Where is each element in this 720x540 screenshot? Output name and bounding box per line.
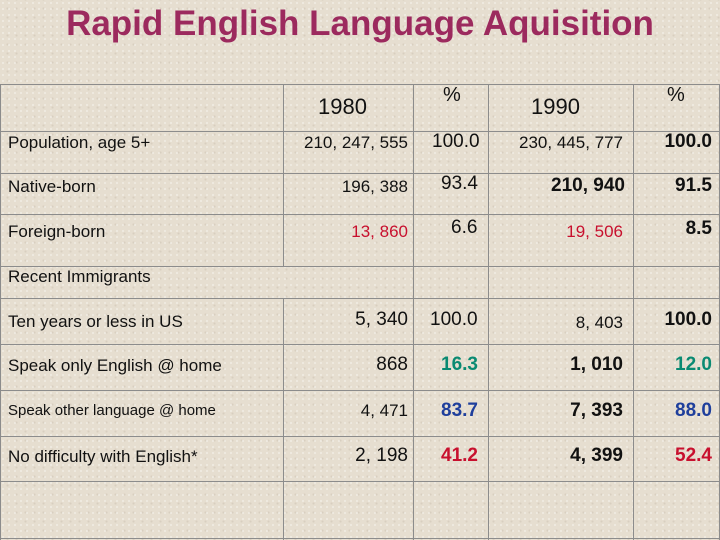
percent-1980-ten-years: 100.0 <box>430 309 478 330</box>
value-1990-foreign-born: 19, 506 <box>566 222 623 241</box>
header-1990: 1990 <box>531 94 580 119</box>
percent-1980-foreign-born: 6.6 <box>451 217 478 238</box>
value-1990-speak-only-english: 1, 010 <box>570 354 623 375</box>
value-1990-population: 230, 445, 777 <box>519 133 623 152</box>
value-1990-native-born: 210, 940 <box>551 175 625 196</box>
row-label-speak-other-language: Speak other language @ home <box>8 402 216 419</box>
percent-1980-speak-only-english: 16.3 <box>441 354 478 375</box>
header-percent-1980: % <box>443 84 461 106</box>
row-label-ten-years: Ten years or less in US <box>8 312 183 331</box>
value-1990-ten-years: 8, 403 <box>575 313 623 332</box>
value-1980-population: 210, 247, 555 <box>304 133 408 152</box>
row-label-speak-only-english: Speak only English @ home <box>8 356 222 375</box>
percent-1990-foreign-born: 8.5 <box>685 218 712 239</box>
percent-1990-speak-other-language: 88.0 <box>675 400 712 421</box>
value-1980-ten-years: 5, 340 <box>355 309 408 330</box>
value-1980-speak-other-language: 4, 471 <box>360 401 408 420</box>
value-1980-foreign-born: 13, 860 <box>351 222 408 241</box>
percent-1980-speak-other-language: 83.7 <box>441 400 478 421</box>
percent-1990-ten-years: 100.0 <box>664 309 712 330</box>
value-1980-no-difficulty: 2, 198 <box>355 445 408 466</box>
row-label-native-born: Native-born <box>8 177 96 196</box>
row-label-foreign-born: Foreign-born <box>8 222 106 241</box>
percent-1980-native-born: 93.4 <box>441 173 478 194</box>
slide-title: Rapid English Language Aquisition <box>66 4 654 43</box>
percent-1990-speak-only-english: 12.0 <box>675 354 712 375</box>
percent-1980-population: 100.0 <box>432 131 480 152</box>
percent-1990-no-difficulty: 52.4 <box>675 445 712 466</box>
header-percent-1990: % <box>667 84 685 106</box>
percent-1980-no-difficulty: 41.2 <box>441 445 478 466</box>
percent-1990-population: 100.0 <box>664 131 712 152</box>
value-1990-no-difficulty: 4, 399 <box>570 445 623 466</box>
header-1980: 1980 <box>318 94 367 119</box>
value-1980-native-born: 196, 388 <box>341 177 408 196</box>
row-label-no-difficulty: No difficulty with English* <box>8 447 198 466</box>
value-1980-speak-only-english: 868 <box>376 354 408 375</box>
row-label-population: Population, age 5+ <box>8 133 151 152</box>
section-recent-immigrants: Recent Immigrants <box>8 267 151 286</box>
percent-1990-native-born: 91.5 <box>675 175 712 196</box>
value-1990-speak-other-language: 7, 393 <box>570 400 623 421</box>
